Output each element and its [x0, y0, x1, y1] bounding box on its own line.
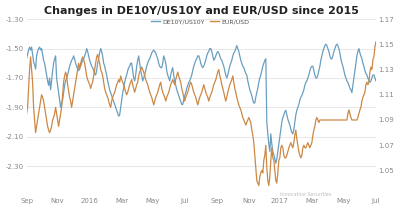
Title: Changes in DE10Y/US10Y and EUR/USD since 2015: Changes in DE10Y/US10Y and EUR/USD since… [44, 5, 359, 16]
Text: Innovative Securities: Innovative Securities [280, 192, 331, 197]
Legend: DE10Y/US10Y, EUR/USD: DE10Y/US10Y, EUR/USD [148, 17, 252, 27]
